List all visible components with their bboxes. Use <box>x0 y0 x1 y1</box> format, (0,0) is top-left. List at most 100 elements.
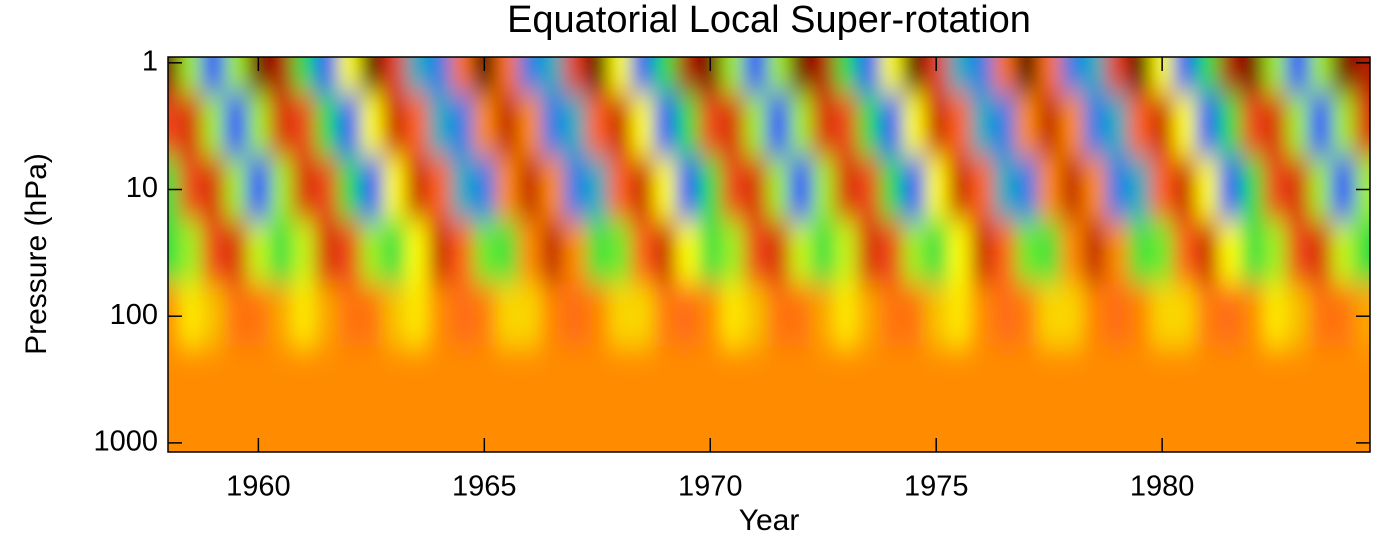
contour-cell <box>179 346 203 411</box>
contour-cell <box>631 57 655 94</box>
contour-cell <box>518 219 542 284</box>
y-axis-label: Pressure (hPa) <box>20 153 53 355</box>
contour-cell <box>450 156 474 221</box>
contour-cell <box>1083 93 1107 157</box>
contour-cell <box>924 57 948 94</box>
contour-cell <box>1354 346 1370 411</box>
contour-cell <box>337 57 361 94</box>
contour-cell <box>360 219 384 284</box>
contour-cell <box>789 57 813 94</box>
contour-cell <box>292 93 316 157</box>
x-tick-label: 1980 <box>1130 471 1195 503</box>
contour-cell <box>721 156 745 221</box>
contour-cell <box>789 346 813 411</box>
contour-cell <box>698 57 723 94</box>
contour-cell <box>247 409 271 452</box>
contour-cell <box>1173 219 1197 284</box>
contour-cell <box>1218 346 1242 411</box>
contour-cell <box>1241 283 1265 347</box>
contour-cell <box>473 346 497 411</box>
contour-cell <box>1173 346 1197 411</box>
contour-cell <box>1150 283 1174 347</box>
contour-cell <box>179 409 203 452</box>
contour-cell <box>721 93 745 157</box>
contour-cell <box>1354 283 1370 347</box>
contour-cell <box>495 283 519 347</box>
chart-title: Equatorial Local Super-rotation <box>507 0 1031 41</box>
contour-cell <box>405 346 429 411</box>
contour-cell <box>1083 57 1107 94</box>
contour-cell <box>179 93 203 157</box>
contour-cell <box>947 93 971 157</box>
contour-cell <box>631 219 655 284</box>
contour-cell <box>563 409 587 452</box>
contour-cell <box>201 409 225 452</box>
contour-cell <box>970 409 994 452</box>
contour-cell <box>631 93 655 157</box>
contour-cell <box>314 93 338 157</box>
contour-cell <box>1128 93 1152 157</box>
contour-cell <box>879 57 903 94</box>
contour-cell <box>168 409 180 452</box>
contour-cell <box>1150 346 1174 411</box>
contour-cell <box>1083 409 1107 452</box>
contour-cell <box>382 409 406 452</box>
contour-cell <box>608 93 632 157</box>
contour-cell <box>473 156 497 221</box>
contour-cell <box>902 219 926 284</box>
contour-cell <box>450 57 474 94</box>
y-tick-label: 1000 <box>93 426 158 458</box>
contour-cell <box>1308 93 1333 157</box>
y-tick-label: 1 <box>142 45 158 77</box>
contour-cell <box>450 219 474 284</box>
contour-cell <box>314 283 338 347</box>
contour-cell <box>168 346 180 411</box>
contour-cell <box>563 93 587 157</box>
contour-cell <box>224 409 248 452</box>
contour-cell <box>1105 346 1129 411</box>
contour-cell <box>450 409 474 452</box>
contour-cell <box>1128 219 1152 284</box>
contour-cell <box>947 219 971 284</box>
contour-cell <box>585 346 610 411</box>
contour-cell <box>653 219 677 284</box>
contour-cell <box>1241 93 1265 157</box>
contour-cell <box>224 93 248 157</box>
contour-cell <box>744 93 768 157</box>
contour-cell <box>1241 156 1265 221</box>
contour-cell <box>495 57 519 94</box>
contour-cell <box>337 219 361 284</box>
contour-cell <box>1331 219 1355 284</box>
contour-cell <box>1128 283 1152 347</box>
contour-cell <box>1286 93 1310 157</box>
contour-cell <box>1196 57 1220 94</box>
contour-cell <box>653 409 677 452</box>
contour-cell <box>224 57 248 94</box>
contour-cell <box>518 156 542 221</box>
contour-cell <box>360 283 384 347</box>
contour-cell <box>473 219 497 284</box>
contour-cell <box>382 156 406 221</box>
contour-cell <box>676 219 700 284</box>
contour-cell <box>360 57 384 94</box>
contour-cell <box>992 93 1016 157</box>
contour-cell <box>698 409 723 452</box>
contour-cell <box>653 93 677 157</box>
contour-cell <box>721 219 745 284</box>
contour-cell <box>292 156 316 221</box>
contour-cell <box>879 409 903 452</box>
contour-cell <box>992 219 1016 284</box>
contour-cell <box>473 57 497 94</box>
contour-cell <box>201 156 225 221</box>
contour-cell <box>563 219 587 284</box>
contour-cell <box>473 93 497 157</box>
contour-cell <box>1037 219 1061 284</box>
contour-cell <box>1331 409 1355 452</box>
contour-cell <box>495 219 519 284</box>
contour-cell <box>834 283 858 347</box>
contour-cell <box>201 219 225 284</box>
contour-cell <box>608 57 632 94</box>
contour-cell <box>1241 57 1265 94</box>
contour-cell <box>1060 283 1084 347</box>
contour-cell <box>540 409 564 452</box>
